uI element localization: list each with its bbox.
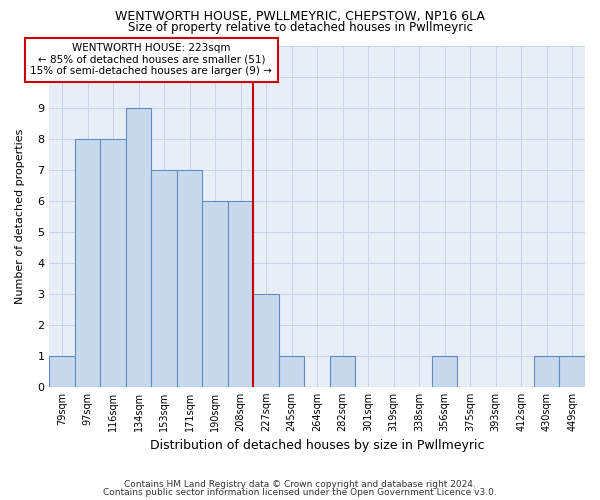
Bar [253, 294, 279, 387]
Bar [151, 170, 177, 387]
Bar [49, 356, 75, 387]
Text: WENTWORTH HOUSE, PWLLMEYRIC, CHEPSTOW, NP16 6LA: WENTWORTH HOUSE, PWLLMEYRIC, CHEPSTOW, N… [115, 10, 485, 23]
Text: Contains public sector information licensed under the Open Government Licence v3: Contains public sector information licen… [103, 488, 497, 497]
Bar [432, 356, 457, 387]
X-axis label: Distribution of detached houses by size in Pwllmeyric: Distribution of detached houses by size … [150, 440, 484, 452]
Bar [559, 356, 585, 387]
Text: Size of property relative to detached houses in Pwllmeyric: Size of property relative to detached ho… [128, 21, 473, 34]
Y-axis label: Number of detached properties: Number of detached properties [15, 128, 25, 304]
Text: Contains HM Land Registry data © Crown copyright and database right 2024.: Contains HM Land Registry data © Crown c… [124, 480, 476, 489]
Bar [100, 139, 126, 387]
Bar [279, 356, 304, 387]
Text: WENTWORTH HOUSE: 223sqm
← 85% of detached houses are smaller (51)
15% of semi-de: WENTWORTH HOUSE: 223sqm ← 85% of detache… [31, 43, 272, 76]
Bar [126, 108, 151, 387]
Bar [177, 170, 202, 387]
Bar [202, 201, 228, 387]
Bar [330, 356, 355, 387]
Bar [228, 201, 253, 387]
Bar [75, 139, 100, 387]
Bar [534, 356, 559, 387]
